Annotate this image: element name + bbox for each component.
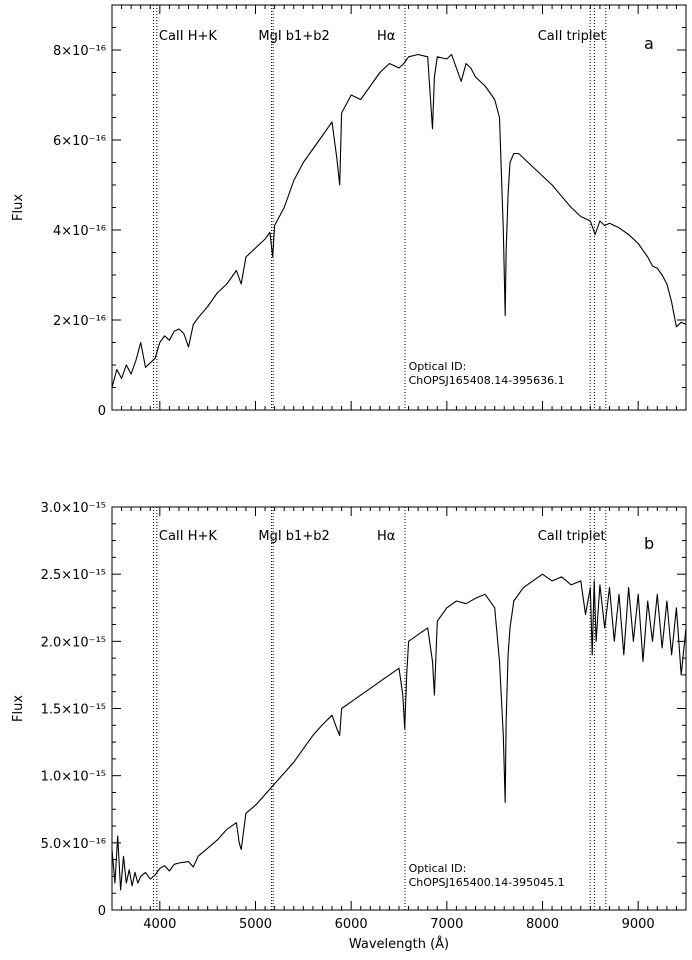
y-tick-label: 5.0×10⁻¹⁶ <box>41 837 106 852</box>
panel-letter: b <box>644 534 654 553</box>
panel-a: 0 2×10⁻¹⁶ 4×10⁻¹⁶ 6×10⁻¹⁶ 8×10⁻¹⁶ Flux CaII H+… <box>11 4 687 419</box>
spectral-line-label: CaII triplet <box>538 529 606 544</box>
spectral-line-label: CaII H+K <box>159 529 218 544</box>
spectral-line-label: Hα <box>377 529 395 544</box>
spectral-line-label: MgI b1+b2 <box>258 29 329 44</box>
x-axis-label: Wavelength (Å) <box>349 936 449 952</box>
optical-id-text: ChOPSJ165408.14-395636.1 <box>409 374 565 387</box>
spectral-line-label: MgI b1+b2 <box>258 529 329 544</box>
y-tick-label: 4×10⁻¹⁶ <box>53 224 106 239</box>
y-tick-label: 6×10⁻¹⁶ <box>53 134 106 149</box>
x-tick-label: 6000 <box>335 917 368 932</box>
x-tick-label: 7000 <box>430 917 463 932</box>
optical-id-text: Optical ID: <box>409 862 467 875</box>
y-tick-label: 1.0×10⁻¹⁵ <box>41 770 106 785</box>
spectrum-line-0 <box>111 53 687 388</box>
spectrum-line-0 <box>111 573 687 891</box>
spectral-line-label: Hα <box>377 29 395 44</box>
y-tick-label: 2×10⁻¹⁶ <box>53 314 106 329</box>
y-tick-label: 8×10⁻¹⁶ <box>53 44 106 59</box>
y-tick-label: 3.0×10⁻¹⁵ <box>41 501 106 516</box>
optical-id-text: ChOPSJ165400.14-395045.1 <box>409 876 565 889</box>
y-tick-label: 0 <box>98 904 106 919</box>
panel-b: 4000 5000 6000 7000 8000 9000 0 5.0×10⁻¹⁶ 1.0×10… <box>11 501 687 952</box>
x-tick-label: 5000 <box>239 917 272 932</box>
spectral-line-label: CaII triplet <box>538 29 606 44</box>
spectral-line-label: CaII H+K <box>159 29 218 44</box>
plot-frame <box>111 506 687 911</box>
y-tick-label: 2.0×10⁻¹⁵ <box>41 635 106 650</box>
y-axis-label: Flux <box>11 695 26 722</box>
y-axis-label: Flux <box>11 194 26 221</box>
y-tick-label: 1.5×10⁻¹⁵ <box>41 703 106 718</box>
plot-frame <box>111 4 687 411</box>
y-tick-label: 2.5×10⁻¹⁵ <box>41 568 106 583</box>
panel-letter: a <box>644 34 654 53</box>
optical-id-text: Optical ID: <box>409 360 467 373</box>
y-tick-label: 0 <box>98 404 106 419</box>
x-tick-label: 4000 <box>143 917 176 932</box>
x-tick-label: 8000 <box>526 917 559 932</box>
x-tick-label: 9000 <box>622 917 655 932</box>
